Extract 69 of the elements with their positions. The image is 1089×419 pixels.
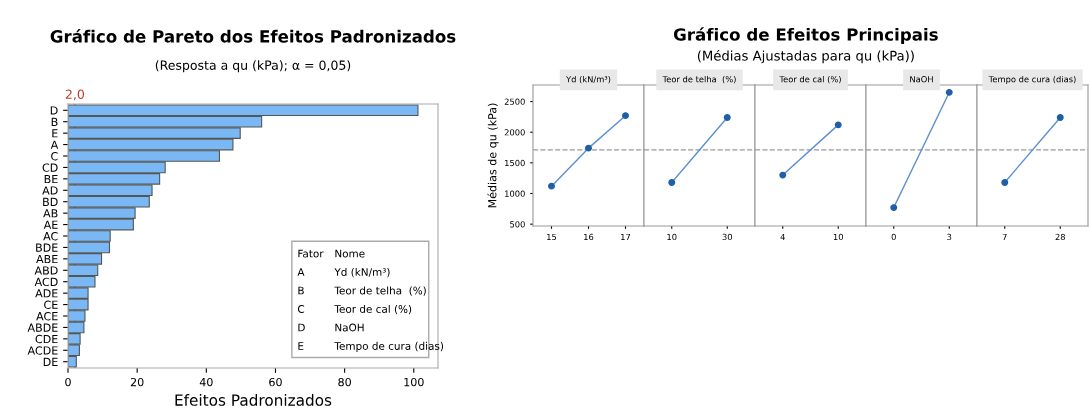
x-tick-label: 10 <box>667 233 677 241</box>
y-tick-label: CD <box>42 163 58 172</box>
x-tick-label: 60 <box>269 377 282 387</box>
y-tick-label: BE <box>44 174 58 184</box>
chart-title: Tempo de cura (dias) <box>988 75 1076 84</box>
annotation: Teor de telha (%) <box>334 286 426 296</box>
x-tick-label: 100 <box>404 377 424 387</box>
annotation: B <box>298 286 304 295</box>
y-tick-label: CE <box>44 300 58 309</box>
y-tick-label: 1500 <box>505 159 525 167</box>
x-tick-label: 17 <box>621 233 631 240</box>
y-tick-label: AB <box>43 209 58 218</box>
x-tick-label: 15 <box>547 233 557 241</box>
x-tick-label: 0 <box>891 233 896 241</box>
chart-title: Gráfico de Pareto dos Efeitos Padronizados <box>50 29 456 43</box>
chart-title: Yd (kN/m³) <box>566 75 611 84</box>
chart-subtitle: (Resposta a qu (kPa); α = 0,05) <box>155 60 351 73</box>
y-tick-label: BDE <box>36 243 58 252</box>
annotation: C <box>297 305 305 313</box>
ref-line-label: 2,0 <box>65 89 85 101</box>
y-tick-label: DE <box>43 357 58 366</box>
y-tick-label: AE <box>43 220 58 229</box>
y-tick-label: 2500 <box>504 98 525 105</box>
annotation: Yd (kN/m³) <box>334 267 390 278</box>
y-tick-label: 500 <box>510 221 525 228</box>
chart-title: Teor de cal (%) <box>779 75 841 84</box>
x-tick-label: 28 <box>1055 233 1065 241</box>
annotation: E <box>298 342 304 350</box>
y-tick-label: AD <box>42 186 58 195</box>
y-tick-label: D <box>50 106 58 115</box>
y-tick-label: ADE <box>35 289 58 298</box>
chart-title: NaOH <box>910 76 933 83</box>
annotation: Teor de cal (%) <box>334 304 412 315</box>
y-tick-label: AC <box>43 231 58 241</box>
y-tick-label: BD <box>43 197 58 206</box>
annotation: Nome <box>335 249 365 258</box>
annotation: Fator <box>298 249 324 258</box>
annotation: Tempo de cura (dias) <box>334 341 444 352</box>
y-axis-title: Médias de qu (kPa) <box>487 103 499 208</box>
chart-title: Teor de telha (%) <box>662 75 736 84</box>
x-axis-title: Efeitos Padronizados <box>175 394 332 406</box>
text: Gráfico de Efeitos Principais <box>673 27 938 45</box>
y-tick-label: 2000 <box>504 129 525 136</box>
x-tick-label: 30 <box>722 233 732 241</box>
x-tick-label: 10 <box>833 233 843 241</box>
y-tick-label: A <box>50 140 59 149</box>
x-tick-label: 40 <box>199 377 213 387</box>
x-tick-label: 4 <box>780 233 785 240</box>
x-tick-label: 20 <box>130 377 144 387</box>
x-tick-label: 16 <box>584 233 594 241</box>
y-tick-label: ABDE <box>27 323 58 332</box>
x-tick-label: 80 <box>338 377 351 387</box>
annotation: NaOH <box>335 323 364 332</box>
y-tick-label: 1000 <box>505 190 525 197</box>
annotation: A <box>297 268 305 276</box>
x-tick-label: 7 <box>1002 233 1007 240</box>
text: (Médias Ajustadas para qu (kPa)) <box>697 49 914 64</box>
y-tick-label: CDE <box>35 334 58 344</box>
x-tick-label: 3 <box>947 233 952 241</box>
y-tick-label: C <box>51 151 58 161</box>
y-tick-label: ABD <box>34 266 58 275</box>
y-tick-label: ACDE <box>27 346 58 355</box>
y-tick-label: ACE <box>36 311 58 321</box>
y-tick-label: ACD <box>34 277 58 287</box>
y-tick-label: E <box>52 129 58 138</box>
y-tick-label: ABE <box>36 254 58 264</box>
y-tick-label: B <box>51 117 58 126</box>
x-tick-label: 0 <box>65 377 71 387</box>
annotation: D <box>298 323 305 332</box>
